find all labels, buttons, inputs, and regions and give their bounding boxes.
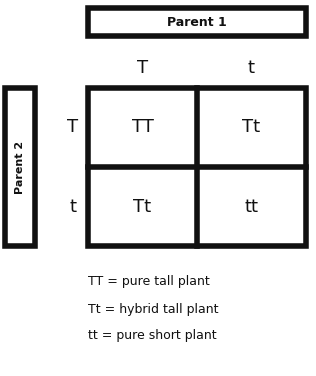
Text: Tt = hybrid tall plant: Tt = hybrid tall plant [88,303,218,315]
Text: Parent 1: Parent 1 [167,15,227,29]
Text: t: t [70,197,76,215]
Text: TT = pure tall plant: TT = pure tall plant [88,276,210,288]
Text: t: t [248,59,255,77]
Text: tt = pure short plant: tt = pure short plant [88,329,217,343]
Text: TT: TT [131,118,154,136]
Text: Tt: Tt [133,197,152,215]
Text: tt: tt [245,197,258,215]
Text: T: T [137,59,148,77]
Text: Tt: Tt [242,118,261,136]
Bar [5,88,35,246]
Text: Parent 2: Parent 2 [15,141,25,194]
Text: T: T [67,118,79,136]
Bar [88,88,306,246]
Bar [88,8,306,36]
